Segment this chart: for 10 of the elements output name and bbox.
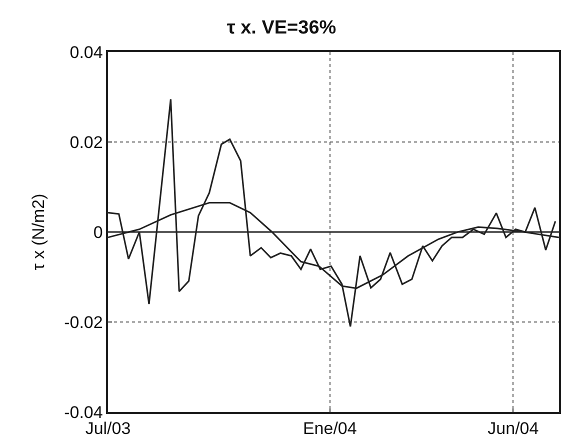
y-tick-label: 0.02 — [70, 132, 103, 152]
y-tick-label: 0.04 — [70, 42, 103, 62]
x-tick-label: Jun/04 — [488, 419, 539, 438]
y-axis-title: τ x (N/m2) — [29, 194, 48, 270]
x-tick-label: Jul/03 — [85, 419, 131, 438]
y-tick-label: -0.04 — [64, 402, 103, 422]
y-tick-label: 0 — [93, 222, 103, 242]
chart-title: τ x. VE=36% — [226, 17, 336, 38]
x-tick-label: Ene/04 — [302, 419, 357, 438]
y-tick-label: -0.02 — [64, 312, 103, 332]
